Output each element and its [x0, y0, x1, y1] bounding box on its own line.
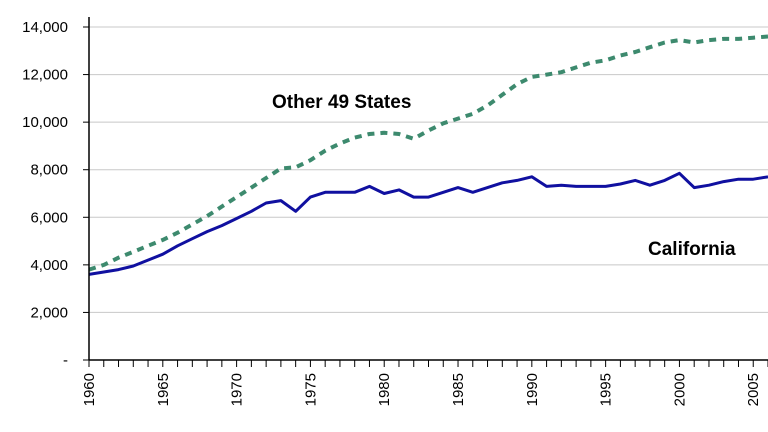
axes: [83, 17, 768, 361]
y-tick-label: 6,000: [30, 209, 68, 226]
y-tick-label: 8,000: [30, 162, 68, 179]
series-label-california: California: [648, 239, 736, 260]
x-tick-label: 1970: [229, 373, 246, 406]
x-tick-label: 1975: [302, 373, 319, 406]
y-tick-label: 12,000: [22, 67, 68, 84]
y-tick-label: -: [63, 352, 68, 369]
series-label-other-49-states: Other 49 States: [272, 92, 411, 113]
y-tick-label: 14,000: [22, 19, 68, 36]
x-tick-label: 1995: [598, 373, 615, 406]
x-tick-label: 1985: [450, 373, 467, 406]
series-line-other-49-states: [88, 34, 768, 272]
x-tick-label: 1960: [81, 373, 98, 406]
series-lines: [88, 34, 768, 276]
y-tick-label: 4,000: [30, 257, 68, 274]
series-line-california: [88, 171, 768, 276]
y-axis-ticks: - 2,000 4,000 6,000 8,000 10,000 12,000 14,000: [22, 19, 68, 369]
gridlines: [89, 26, 768, 313]
x-tick-label: 1980: [376, 373, 393, 406]
y-tick-label: 10,000: [22, 114, 68, 131]
y-tick-label: 2,000: [30, 304, 68, 321]
x-tick-label: 1965: [155, 373, 172, 406]
x-tick-label: 1990: [524, 373, 541, 406]
x-axis-ticks: 1960 1965 1970 1975 1980 1985 1990 1995 2000 2005: [81, 360, 768, 406]
x-tick-label: 2000: [671, 373, 688, 406]
x-tick-label: 2005: [745, 373, 762, 406]
